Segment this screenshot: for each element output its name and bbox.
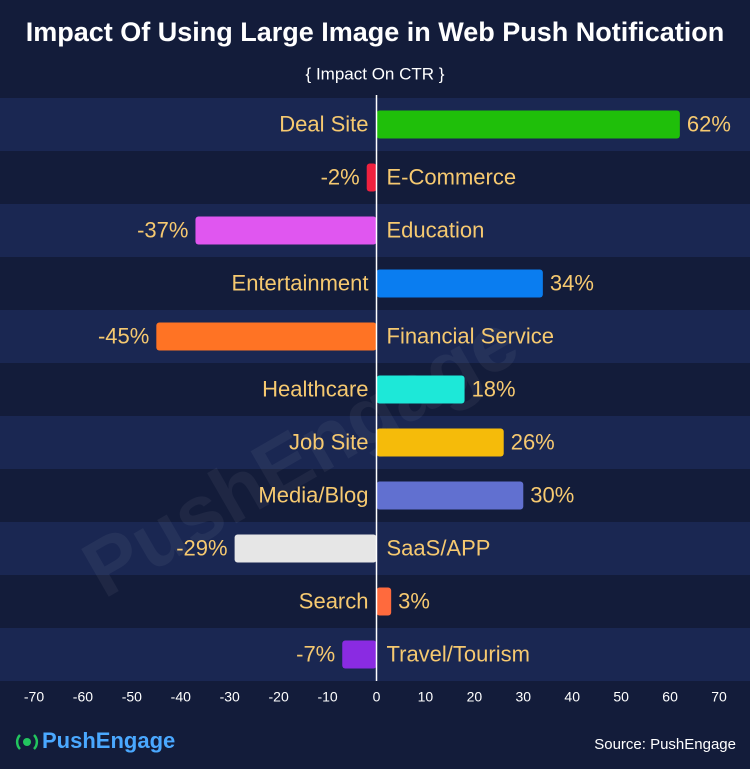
bar — [342, 640, 377, 669]
row-band — [0, 575, 750, 628]
chart-title: Impact Of Using Large Image in Web Push … — [26, 17, 725, 47]
source-note: Source: PushEngage — [594, 736, 736, 753]
x-tick-label: 50 — [613, 689, 629, 705]
x-tick-label: 70 — [711, 689, 727, 705]
category-label: Media/Blog — [258, 482, 368, 507]
row-bands — [0, 98, 750, 681]
bar — [234, 534, 377, 563]
row-band — [0, 257, 750, 310]
value-label: -45% — [98, 323, 149, 348]
x-tick-label: -70 — [24, 689, 44, 705]
category-label: Education — [387, 217, 485, 242]
x-tick-label: -50 — [122, 689, 142, 705]
value-label: -37% — [137, 217, 188, 242]
bar — [376, 481, 524, 510]
bar — [156, 322, 377, 351]
x-tick-label: -10 — [317, 689, 337, 705]
x-tick-label: -60 — [73, 689, 93, 705]
brand-name: PushEngage — [42, 728, 175, 753]
category-label: SaaS/APP — [387, 535, 491, 560]
value-label: 62% — [687, 111, 731, 136]
value-label: 26% — [511, 429, 555, 454]
bar — [376, 269, 543, 298]
row-band — [0, 469, 750, 522]
x-tick-label: -30 — [220, 689, 240, 705]
value-label: -7% — [296, 641, 335, 666]
bar — [195, 216, 377, 245]
x-tick-label: 0 — [373, 689, 381, 705]
chart-subtitle: { Impact On CTR } — [306, 64, 445, 83]
category-label: Entertainment — [232, 270, 369, 295]
row-band — [0, 416, 750, 469]
bar — [376, 375, 465, 404]
logo-dot — [23, 738, 31, 746]
category-label: E-Commerce — [387, 164, 517, 189]
x-tick-label: 30 — [515, 689, 531, 705]
category-label: Job Site — [289, 429, 369, 454]
value-label: 30% — [530, 482, 574, 507]
value-label: -2% — [321, 164, 360, 189]
bar — [376, 428, 504, 457]
x-tick-label: 20 — [467, 689, 483, 705]
x-tick-label: 60 — [662, 689, 678, 705]
value-label: 3% — [398, 588, 430, 613]
value-label: -29% — [176, 535, 227, 560]
value-label: 34% — [550, 270, 594, 295]
x-tick-label: 40 — [564, 689, 580, 705]
category-label: Deal Site — [279, 111, 368, 136]
bar — [376, 587, 392, 616]
category-label: Healthcare — [262, 376, 368, 401]
category-label: Travel/Tourism — [387, 641, 530, 666]
row-band — [0, 363, 750, 416]
x-tick-label: -40 — [171, 689, 191, 705]
brand-logo: PushEngage — [15, 728, 175, 753]
logo-waves — [15, 734, 39, 750]
value-label: 18% — [472, 376, 516, 401]
x-tick-label: -20 — [269, 689, 289, 705]
bar — [366, 163, 377, 192]
category-label: Search — [299, 588, 369, 613]
x-tick-label: 10 — [418, 689, 434, 705]
category-label: Financial Service — [387, 323, 555, 348]
bar — [376, 110, 680, 139]
